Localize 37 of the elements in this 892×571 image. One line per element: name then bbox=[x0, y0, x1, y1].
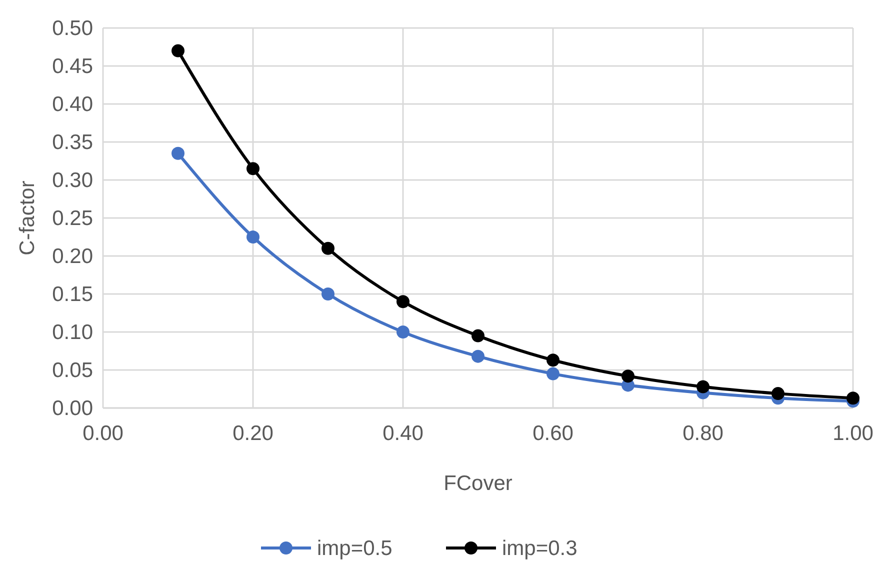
point bbox=[246, 230, 260, 244]
point bbox=[172, 146, 184, 160]
y-tick-label: 0.50 bbox=[52, 17, 93, 40]
y-tick-label: 0.45 bbox=[52, 55, 93, 78]
y-tick-label: 0.15 bbox=[52, 283, 93, 306]
x-tick-label: 0.40 bbox=[382, 422, 424, 445]
point bbox=[772, 387, 784, 400]
x-tick-label: 0.20 bbox=[232, 422, 274, 445]
point bbox=[846, 392, 860, 405]
point bbox=[546, 354, 560, 367]
x-tick-label: 0.60 bbox=[532, 422, 574, 445]
y-tick-label: 0.00 bbox=[52, 397, 93, 420]
point bbox=[622, 370, 634, 383]
point bbox=[396, 295, 410, 308]
x-axis-title: FCover bbox=[444, 472, 512, 495]
y-tick-label: 0.20 bbox=[52, 245, 93, 268]
point bbox=[322, 288, 334, 300]
y-tick-label: 0.35 bbox=[52, 131, 93, 154]
point bbox=[472, 350, 484, 363]
point bbox=[246, 162, 260, 176]
legend-label: imp=0.3 bbox=[502, 537, 578, 560]
x-tick-label: 0.00 bbox=[82, 422, 124, 445]
y-tick-label: 0.30 bbox=[52, 169, 93, 192]
point bbox=[472, 329, 484, 342]
point bbox=[396, 326, 410, 338]
point bbox=[322, 242, 334, 255]
x-tick-label: 1.00 bbox=[832, 422, 874, 445]
y-axis-title: C-factor bbox=[16, 180, 39, 256]
y-tick-label: 0.10 bbox=[52, 321, 93, 344]
legend-label: imp=0.5 bbox=[317, 537, 392, 560]
point bbox=[546, 367, 560, 380]
point bbox=[172, 44, 184, 58]
x-tick-label: 0.80 bbox=[682, 422, 724, 445]
y-tick-label: 0.40 bbox=[52, 93, 93, 116]
y-tick-label: 0.25 bbox=[52, 207, 93, 230]
point bbox=[696, 380, 710, 394]
y-tick-label: 0.05 bbox=[52, 359, 93, 382]
